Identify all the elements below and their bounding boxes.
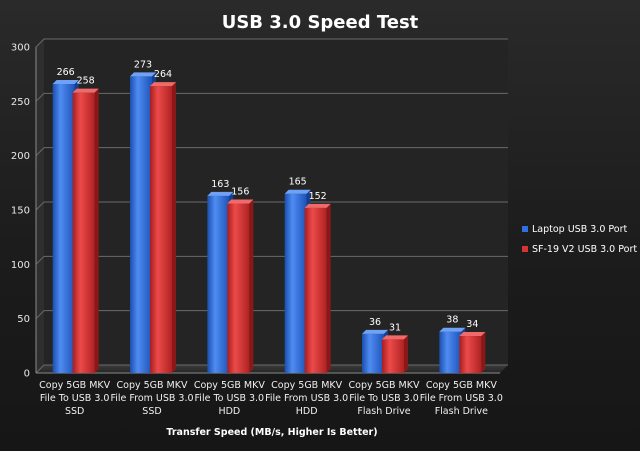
data-label: 163 [211,179,229,190]
bar-side [326,203,331,373]
x-category-label: SSD [142,406,161,417]
bar-side [249,199,254,373]
bar-top [150,82,176,87]
bar-side [481,332,486,373]
bar-top [52,79,79,84]
x-category-label: Copy 5GB MKV [194,380,265,391]
chart-title: USB 3.0 Speed Test [222,12,419,33]
x-category-label: SSD [65,406,84,417]
legend-label: Laptop USB 3.0 Port [532,224,627,235]
bar-side [172,82,176,374]
x-axis-label: Transfer Speed (MB/s, Higher Is Better) [166,427,377,438]
gridline [35,38,508,48]
gridline [35,92,508,102]
legend-item: Laptop USB 3.0 Port [522,224,627,235]
x-category-label: Flash Drive [357,406,410,417]
x-category-label: File From USB 3.0 [265,393,348,404]
gridline [35,201,508,211]
x-category-label: File From USB 3.0 [420,393,503,404]
bar-sf19 [459,332,486,373]
bar-front [52,83,75,374]
bar-front [284,193,307,373]
gridline [35,147,508,157]
data-label: 273 [134,59,152,70]
data-label: 34 [466,319,478,330]
gridline [35,255,508,265]
y-tick-label: 250 [11,97,30,108]
bar-sf19 [227,199,254,373]
grid-layer [35,38,508,374]
data-label: 266 [57,67,75,78]
bar-top [439,327,466,332]
plot-floor [36,365,508,373]
bars-layer [52,72,486,374]
y-tick-label: 0 [24,369,30,380]
bar-sf19 [150,82,176,374]
bar-top [382,335,408,340]
x-category-label: File To USB 3.0 [349,393,419,404]
x-category-label: Copy 5GB MKV [117,380,188,391]
bar-sf19 [72,88,99,373]
bar-front [304,207,327,373]
bar-front [72,92,95,373]
y-tick-label: 150 [11,206,30,217]
y-tick-label: 50 [17,314,30,325]
legend: Laptop USB 3.0 Port SF-19 V2 USB 3.0 Port [522,224,637,255]
x-category-label: File From USB 3.0 [110,393,193,404]
data-label: 152 [309,191,327,202]
y-tick-label: 300 [11,43,30,54]
labels-layer: 0 50 100 150 200 250 300 Copy 5GB MKV File To US… [11,43,503,418]
bar-top [304,203,331,208]
data-label: 165 [289,177,307,188]
x-category-label: File To USB 3.0 [40,393,110,404]
bar-front [382,339,404,373]
data-label: 36 [369,317,381,328]
bar-front [150,86,172,374]
x-category-label: HDD [296,406,318,417]
data-label: 38 [446,315,458,326]
bar-front [207,195,230,373]
gridline [35,364,508,374]
bar-top [72,88,99,93]
x-category-label: File To USB 3.0 [195,393,265,404]
bar-top [362,329,388,334]
bar-sf19 [304,203,331,373]
bar-front [227,203,250,373]
x-category-label: Copy 5GB MKV [39,380,110,391]
legend-item: SF-19 V2 USB 3.0 Port [522,244,637,255]
bar-front [362,333,384,373]
bar-top [227,199,254,204]
legend-swatch [522,246,528,252]
x-category-label: Copy 5GB MKV [271,380,342,391]
bar-front [459,336,482,373]
x-category-label: Copy 5GB MKV [349,380,420,391]
bar-side [94,88,99,373]
bar-top [459,332,486,337]
data-label: 31 [389,322,401,333]
bar-front [439,331,462,373]
bar-top [207,191,234,196]
bar-side [404,335,408,373]
x-category-label: HDD [218,406,240,417]
y-tick-label: 200 [11,151,30,162]
y-tick-label: 100 [11,260,30,271]
gridline [35,310,508,320]
bar-sf19 [382,335,408,373]
legend-label: SF-19 V2 USB 3.0 Port [532,244,637,255]
bar-top [130,72,156,77]
legend-swatch [522,226,528,232]
data-label: 258 [77,76,95,87]
data-label: 264 [154,69,172,80]
x-category-label: Copy 5GB MKV [426,380,497,391]
bar-front [130,76,152,373]
x-category-label: Flash Drive [435,406,488,417]
data-label: 156 [231,186,249,197]
bar-top [284,189,311,194]
